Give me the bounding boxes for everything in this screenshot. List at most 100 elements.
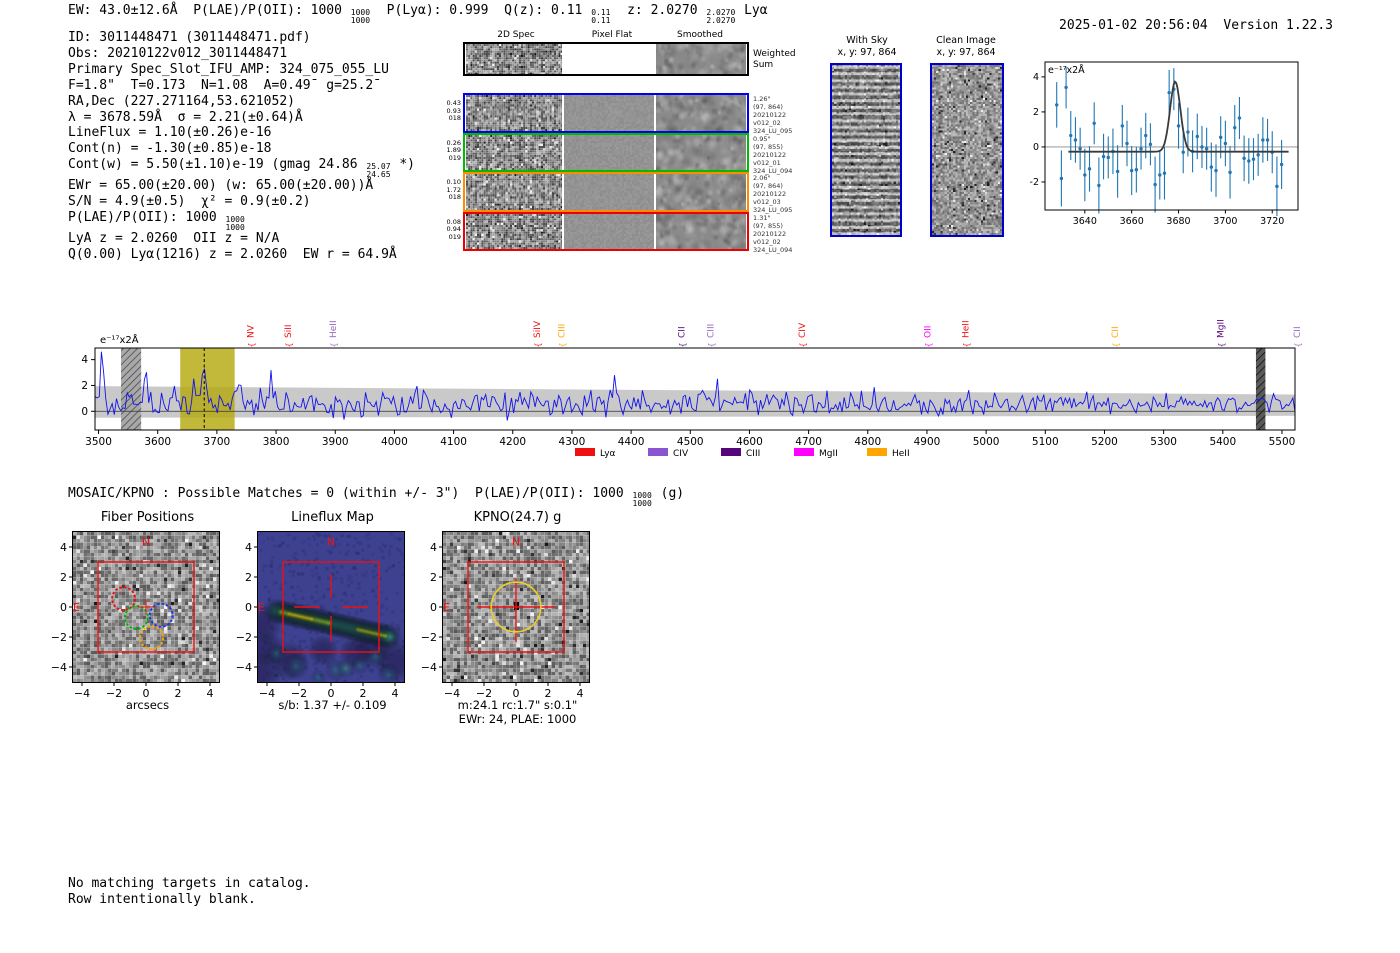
- summary-stack-top: 2.0270: [706, 8, 736, 17]
- plot-frame: [1044, 61, 1299, 211]
- info-line-11: P(LAE)/P(OII): 1000 1000 1000: [68, 210, 415, 231]
- x-tick-label: 4: [577, 687, 584, 700]
- emission-line-label: SiII: [284, 324, 294, 338]
- spec2d-row-0-cell-1: [564, 44, 654, 74]
- data-point: [1115, 169, 1120, 174]
- mosaic-text-0: MOSAIC/KPNO : Possible Matches = 0 (with…: [68, 486, 632, 501]
- spec2d-row-2-cell-0: [466, 134, 562, 170]
- y-tick-label: 2: [245, 571, 252, 584]
- y-tick-label: 0: [1033, 142, 1039, 153]
- summary-stack-5: 2.0270 2.0270: [706, 9, 735, 24]
- x-tick-label: −2: [291, 687, 307, 700]
- mosaic-text-2: (g): [652, 486, 685, 501]
- x-tick-label: 5300: [1150, 436, 1177, 448]
- emission-line-label: CII: [677, 326, 687, 338]
- info-11-text-0: P(LAE)/P(OII): 1000: [68, 210, 225, 226]
- info-5-text-0: λ = 3678.59Å σ = 2.21(±0.64)Å: [68, 109, 303, 125]
- info-3-text-0: F=1.8" T=0.1̄73 N=1.0̄8 A=0.49̄ g=25.2̄: [68, 77, 374, 93]
- data-point: [1256, 153, 1260, 157]
- panel-xlabel-1: EWr: 24, PLAE: 1000: [458, 712, 577, 726]
- info-line-10: S/N = 4.9(±0.5) χ² = 0.9(±0.2): [68, 194, 415, 210]
- data-point: [1247, 159, 1251, 163]
- data-point: [1261, 138, 1265, 142]
- x-tick-label: 3800: [263, 436, 290, 448]
- info-0-text-0: ID: 3011448471 (3011448471.pdf): [68, 30, 311, 45]
- info-11-stack-1: 1000 1000: [226, 216, 245, 231]
- x-tick-label: 3720: [1260, 216, 1284, 227]
- spec2d-row-1-rightlabel-4: 324_LU_095: [753, 127, 793, 135]
- y-tick-label: 2: [430, 571, 437, 584]
- x-tick-label: 3660: [1120, 216, 1144, 227]
- emission-line-brace: {: [924, 342, 933, 347]
- spec2d-row-3-leftlabel-1: 1.72: [446, 185, 461, 194]
- data-point: [1237, 116, 1242, 120]
- x-tick-label: 4100: [440, 436, 467, 448]
- spec2d-row-4-cell-1: [564, 213, 654, 249]
- spec2d-row-1-rightlabel-1: (97, 864): [753, 103, 783, 111]
- mosaic-stack-bot: 1000: [632, 498, 652, 508]
- fiber-circle: [111, 586, 137, 612]
- report-datetime: 2025-01-02 20:56:04: [1059, 18, 1208, 33]
- x-tick-label: 3500: [85, 436, 112, 448]
- emission-line-brace: {: [1217, 342, 1226, 347]
- info-9-text-0: EWr = 65.00(±20.00) (w: 65.00(±20.00))Å: [68, 178, 374, 194]
- detection-info-block: ID: 3011448471 (3011448471.pdf) Obs: 2021…: [68, 30, 415, 263]
- compass-east: E: [443, 601, 450, 614]
- spec2d-row-4-rightlabel-4: 324_LU_094: [753, 245, 793, 254]
- info-line-13: Q(0.00) Lyα(1216) z = 2.0260 EW r = 64.9…: [68, 247, 415, 263]
- emission-line-brace: {: [799, 342, 808, 347]
- spec2d-row-0-cell-2: [656, 44, 746, 74]
- y-tick-label: 0: [60, 601, 67, 614]
- mosaic-stack-1: 1000 1000: [633, 492, 652, 507]
- mosaic-stack-top: 1000: [632, 491, 652, 500]
- y-tick-label: -2: [1030, 177, 1039, 188]
- info-12-text-0: LyA z = 2.0260 OII z = N/A: [68, 231, 280, 247]
- summary-text-2: P(Lyα): 0.999 Q(z): 0.11: [371, 3, 591, 18]
- spec2d-row-2-rightlabel-0: 0.95": [753, 134, 771, 143]
- info-line-1: Obs: 20210122v012_3011448471: [68, 46, 415, 62]
- footer-notes: No matching targets in catalog. Row inte…: [68, 876, 311, 907]
- spec2d-col-header-pixelflat: Pixel Flat: [591, 30, 633, 40]
- compass-north: N: [142, 536, 150, 549]
- y-tick-label: 2: [1033, 107, 1039, 118]
- info-13-text-0: Q(0.00) Lyα(1216) z = 2.0260 EW r = 64.9…: [68, 246, 397, 262]
- summary-stack-top: 1000: [350, 8, 371, 17]
- info-8-stack-bot: 24.65: [366, 169, 391, 179]
- x-tick-label: 4600: [736, 436, 763, 448]
- info-4-text-0: RA,Dec (227.271164,53.621052): [68, 93, 295, 109]
- data-point: [1083, 173, 1087, 177]
- x-tick-label: 3700: [204, 436, 231, 448]
- report-version: Version 1.22.3: [1223, 18, 1333, 33]
- data-point: [1144, 133, 1148, 138]
- flux-units-label: e⁻¹⁷x2Å: [100, 333, 139, 346]
- x-tick-label: 5500: [1269, 436, 1296, 448]
- fiber-positions-overlay: −4 −2 0 2 4 4 2 0 −2 −4 N E: [51, 536, 214, 701]
- data-point: [1059, 176, 1064, 181]
- y-tick-label: 4: [430, 541, 437, 554]
- emission-line-brace: {: [329, 342, 338, 347]
- spec2d-row-0-cell-0: [466, 44, 562, 74]
- legend-swatch: [648, 448, 668, 456]
- info-line-12: LyA z = 2.0260 OII z = N/A: [68, 231, 415, 247]
- clean-image-title: Clean Image x, y: 97, 864: [911, 35, 1021, 58]
- spec2d-col-header-smoothed: Smoothed: [677, 30, 723, 40]
- summary-header-line: EW: 43.0±12.6Å P(LAE)/P(OII): 1000 1000 1…: [68, 3, 768, 24]
- data-point: [1200, 145, 1204, 149]
- info-8-stack-top: 25.07: [366, 162, 391, 172]
- extraction-box: [467, 561, 565, 653]
- data-point: [1078, 146, 1082, 151]
- x-tick-label: 4: [392, 687, 399, 700]
- x-tick-label: 5100: [1032, 436, 1059, 448]
- band-highlight: [180, 348, 235, 430]
- data-point: [1242, 156, 1246, 161]
- flux-units-label: e⁻¹⁷x2Å: [1048, 64, 1085, 76]
- info-11-stack-bot: 1000: [225, 222, 245, 232]
- spec2d-row-1-cell-0: [466, 95, 562, 131]
- spec2d-row-3-rightlabel-0: 2.06": [753, 174, 771, 182]
- spec2d-row-1-cell-2: [656, 95, 746, 131]
- x-tick-label: 2: [545, 687, 552, 700]
- emission-line-label: HeII: [961, 320, 971, 338]
- data-point: [1228, 170, 1232, 175]
- info-line-6: LineFlux = 1.10(±0.26)e-16: [68, 125, 415, 141]
- lineflux-map-title: Lineflux Map: [291, 510, 374, 525]
